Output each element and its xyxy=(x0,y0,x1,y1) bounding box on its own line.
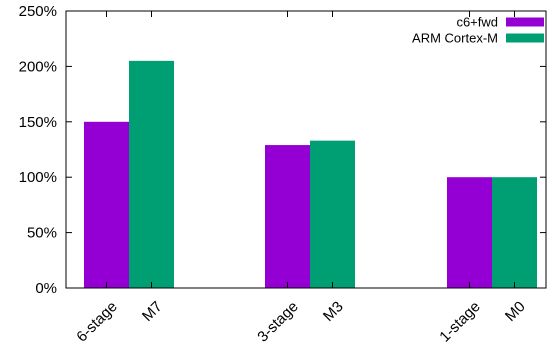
category-label-3-stage: 3-stage xyxy=(254,298,301,344)
legend-swatch-1 xyxy=(506,33,544,43)
y-tick-label: 150% xyxy=(19,114,57,131)
bar-6-stage xyxy=(84,121,129,288)
plot-frame xyxy=(65,10,547,289)
legend-label-1: ARM Cortex-M xyxy=(412,31,498,46)
bars-layer xyxy=(84,60,537,288)
y-tick-label: 50% xyxy=(27,225,57,242)
bar-m0 xyxy=(492,177,537,288)
y-tick-label: 200% xyxy=(19,58,57,75)
category-label-1-stage: 1-stage xyxy=(436,298,483,344)
bar-m3 xyxy=(310,140,355,288)
category-label-m7: M7 xyxy=(139,298,166,325)
category-label-m0: M0 xyxy=(502,298,529,325)
legend-swatch-0 xyxy=(506,17,544,27)
bar-1-stage xyxy=(447,177,492,288)
bar-m7 xyxy=(129,60,174,288)
category-label-m3: M3 xyxy=(320,298,347,325)
bar-3-stage xyxy=(265,145,310,288)
y-tick-label: 100% xyxy=(19,169,57,186)
legend-label-0: c6+fwd xyxy=(456,15,498,30)
y-tick-label: 250% xyxy=(19,3,57,20)
y-tick-label: 0% xyxy=(35,280,57,297)
category-label-6-stage: 6-stage xyxy=(73,298,120,344)
